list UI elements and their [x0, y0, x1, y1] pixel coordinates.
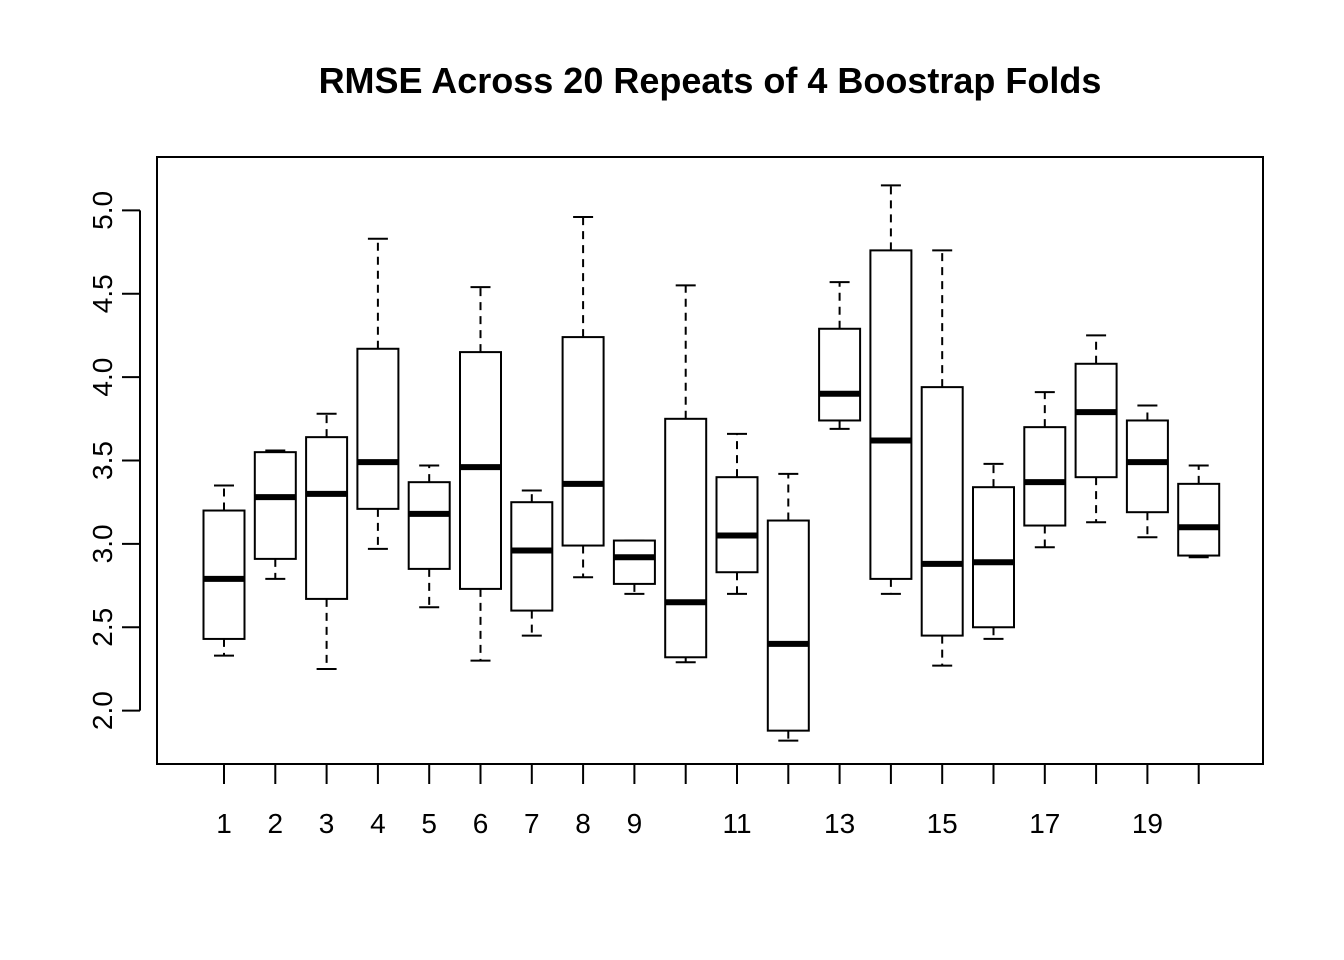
x-tick-label: 17: [1029, 808, 1060, 839]
box-16: [972, 462, 1015, 640]
iqr-box: [459, 351, 502, 590]
box-9: [612, 539, 656, 595]
x-tick-label: 8: [575, 808, 591, 839]
iqr-box: [407, 481, 451, 570]
box-2: [253, 449, 297, 580]
box-12: [766, 472, 810, 742]
x-tick-label: 2: [268, 808, 284, 839]
box-10: [664, 284, 708, 664]
x-tick-label: 19: [1132, 808, 1163, 839]
iqr-box: [972, 486, 1015, 629]
iqr-box: [305, 436, 349, 600]
iqr-box: [1177, 482, 1221, 557]
box-8: [561, 216, 605, 579]
box-7: [510, 489, 554, 637]
chart-title: RMSE Across 20 Repeats of 4 Boostrap Fol…: [319, 60, 1102, 101]
box-18: [1074, 334, 1118, 524]
x-tick-label: 15: [927, 808, 958, 839]
box-11: [715, 432, 759, 595]
y-tick-label: 3.5: [87, 441, 118, 480]
y-axis: 2.0 2.5 3.0 3.5 4.0 4.5 5.0: [87, 191, 141, 730]
x-tick-label: 4: [370, 808, 386, 839]
boxes: [202, 184, 1221, 742]
x-tick-label: 1: [216, 808, 232, 839]
x-tick-label: 3: [319, 808, 335, 839]
iqr-box: [818, 327, 862, 422]
y-tick-label: 2.5: [87, 608, 118, 647]
box-3: [305, 412, 349, 670]
y-tick-label: 5.0: [87, 191, 118, 230]
box-19: [1125, 404, 1169, 539]
iqr-box: [1074, 362, 1118, 479]
y-tick-label: 4.5: [87, 274, 118, 313]
box-20: [1177, 464, 1221, 559]
x-tick-label: 11: [722, 808, 751, 839]
box-14: [869, 184, 913, 595]
x-tick-label: 5: [421, 808, 437, 839]
x-tick-label: 13: [824, 808, 855, 839]
y-tick-label: 3.0: [87, 524, 118, 563]
box-15: [920, 249, 964, 667]
iqr-box: [356, 347, 400, 510]
iqr-box: [715, 476, 759, 574]
iqr-box: [1125, 419, 1169, 514]
iqr-box: [561, 336, 605, 547]
iqr-box: [202, 509, 246, 640]
iqr-box: [920, 386, 964, 637]
box-13: [818, 281, 862, 430]
box-1: [202, 484, 246, 657]
iqr-box: [510, 501, 554, 612]
iqr-box: [612, 539, 656, 585]
box-5: [407, 464, 451, 609]
box-6: [459, 286, 502, 662]
iqr-box: [664, 417, 708, 659]
iqr-box: [1023, 426, 1067, 527]
iqr-box: [766, 519, 810, 732]
y-tick-label: 2.0: [87, 691, 118, 730]
x-tick-label: 9: [627, 808, 643, 839]
iqr-box: [869, 249, 913, 580]
iqr-box: [253, 451, 297, 560]
box-17: [1023, 391, 1067, 549]
x-axis: 1 2 3 4 5 6 7 8 9 11 13 15 17 19: [216, 763, 1200, 839]
x-tick-label: 6: [473, 808, 489, 839]
y-tick-label: 4.0: [87, 358, 118, 397]
x-tick-label: 7: [524, 808, 540, 839]
box-4: [356, 237, 400, 550]
